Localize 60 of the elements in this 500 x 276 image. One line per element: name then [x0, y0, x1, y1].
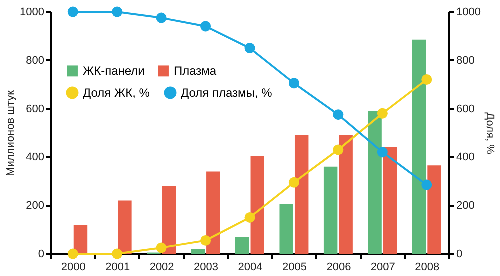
- x-tick-label: 2006: [326, 262, 352, 274]
- point: [244, 43, 256, 54]
- x-tick-label: 2007: [370, 262, 396, 274]
- y2-tick-label: 1000: [456, 6, 481, 18]
- point: [288, 78, 300, 89]
- point: [68, 248, 78, 260]
- point: [200, 235, 212, 246]
- legend-label: Плазма: [174, 64, 217, 78]
- point: [68, 6, 78, 18]
- bar: [74, 225, 88, 254]
- bar: [428, 166, 442, 254]
- bar: [191, 249, 206, 254]
- legend-label: ЖК-панели: [83, 64, 145, 78]
- bar: [280, 204, 294, 254]
- y2-tick-label: 0: [456, 248, 463, 260]
- legend-label: Доля плазмы, %: [181, 86, 273, 100]
- point: [422, 180, 432, 190]
- point: [156, 242, 167, 254]
- point: [333, 110, 344, 120]
- point: [200, 21, 212, 32]
- bar: [206, 172, 220, 254]
- x-tick-label: 2005: [282, 262, 307, 274]
- bar: [162, 186, 176, 254]
- y-tick-label: 1000: [20, 6, 44, 18]
- point: [244, 212, 256, 223]
- point: [377, 147, 388, 158]
- y2-tick-label: 200: [456, 200, 475, 212]
- bar: [383, 148, 398, 254]
- y-axis-title: Миллионов штук: [5, 90, 18, 176]
- y-tick-label: 400: [26, 152, 44, 164]
- x-tick-label: 2001: [106, 262, 130, 274]
- point: [288, 177, 300, 188]
- x-tick-label: 2003: [194, 262, 219, 274]
- y-tick-label: 0: [38, 248, 44, 260]
- bar: [294, 135, 309, 254]
- point: [333, 144, 344, 156]
- point: [156, 12, 167, 24]
- point: [112, 248, 123, 260]
- legend-label: Доля ЖК, %: [83, 86, 150, 100]
- x-tick-label: 2000: [61, 262, 86, 274]
- y-tick-label: 200: [26, 200, 44, 212]
- point: [112, 6, 123, 18]
- x-tick-label: 2004: [238, 262, 263, 274]
- y2-tick-label: 400: [456, 152, 475, 164]
- point: [377, 108, 388, 119]
- bar: [236, 237, 250, 254]
- y2-axis-title: Доля, %: [484, 112, 496, 155]
- point: [422, 74, 432, 85]
- x-tick-label: 2008: [415, 262, 440, 274]
- bar: [324, 166, 338, 254]
- y-tick-label: 600: [26, 103, 44, 116]
- y2-tick-label: 600: [456, 103, 475, 116]
- x-tick-label: 2002: [150, 262, 174, 274]
- bar: [339, 135, 353, 254]
- bar: [118, 200, 132, 254]
- bar: [412, 40, 426, 254]
- bar: [250, 156, 264, 254]
- y-tick-label: 800: [26, 54, 44, 67]
- bar: [368, 111, 382, 254]
- y2-tick-label: 800: [456, 54, 475, 67]
